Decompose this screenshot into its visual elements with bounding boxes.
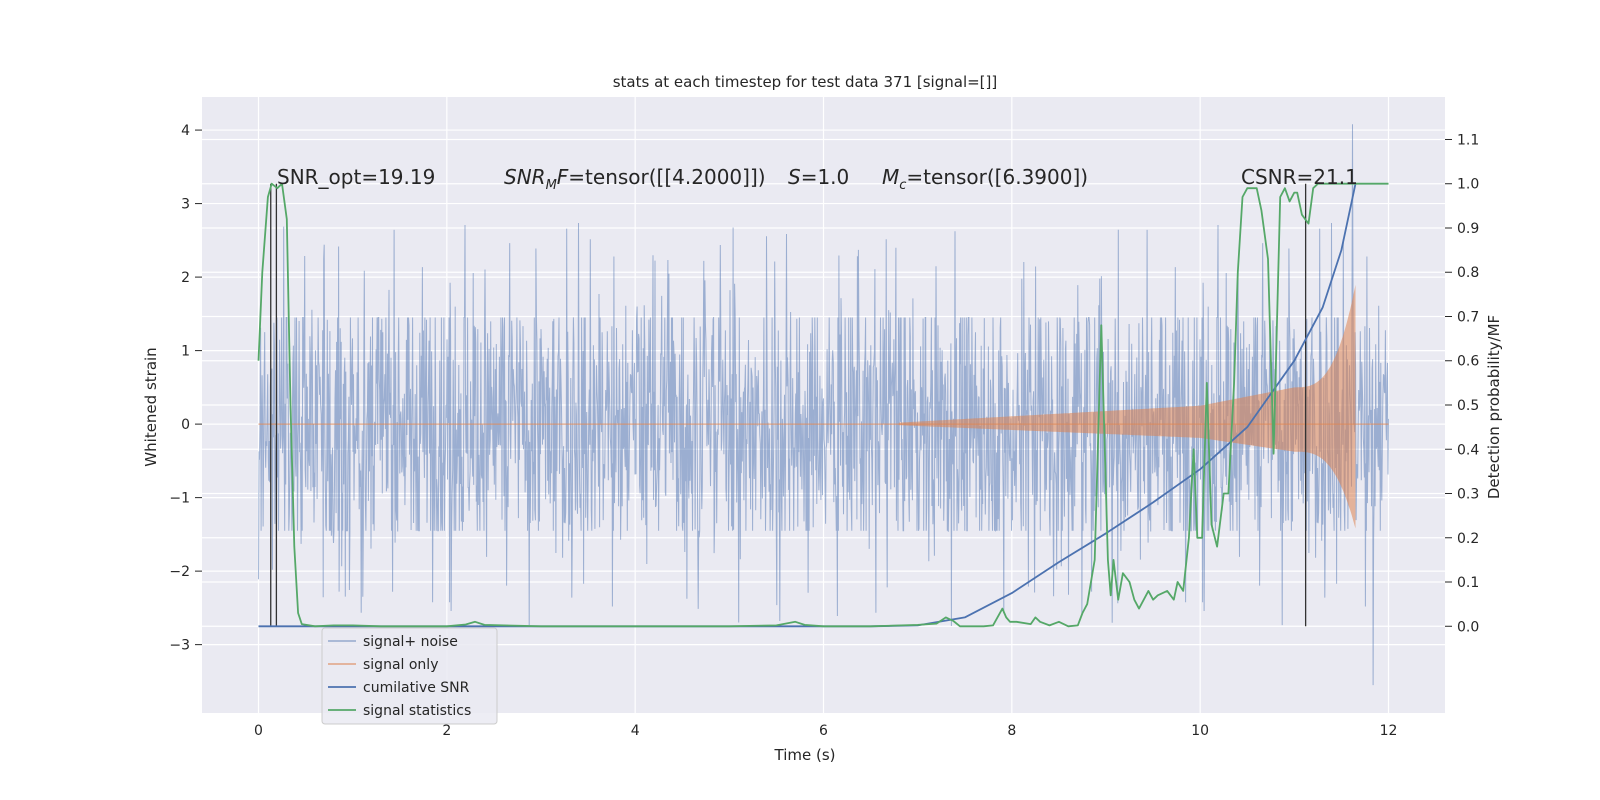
y2-tick-label: 0.7 xyxy=(1457,309,1479,325)
annotation-mc-label: M xyxy=(882,165,899,189)
x-tick-label: 2 xyxy=(442,723,451,739)
annotation-mc: Mc=tensor([6.3900]) xyxy=(882,165,1088,193)
x-tick-label: 0 xyxy=(254,723,263,739)
legend-label-signal-statistics: signal statistics xyxy=(363,703,471,719)
annotation-mc-sub: c xyxy=(899,178,906,193)
x-tick-label: 10 xyxy=(1191,723,1209,739)
legend-label-signal-only: signal only xyxy=(363,657,438,673)
signal-statistics-series xyxy=(257,182,1389,628)
y-tick-label: 3 xyxy=(181,197,190,213)
y2-tick-label: 0.0 xyxy=(1457,619,1479,635)
annotation-snr-mf-sub: M xyxy=(546,178,557,193)
y-tick-label: 2 xyxy=(181,270,190,286)
annotation-snr-mf: SNRMF=tensor([[4.2000]]) xyxy=(504,165,766,193)
legend-box xyxy=(321,627,498,725)
signal-only-series xyxy=(258,284,1389,529)
axis-ticks: 0 2 4 6 8 10 12−3−2−1012340.00.10.20.30.40.50.… xyxy=(169,123,1479,739)
y-tick-label: 1 xyxy=(181,344,190,360)
x-tick-label: 4 xyxy=(631,723,640,739)
y2-tick-label: 0.3 xyxy=(1457,487,1479,503)
x-tick-label: 8 xyxy=(1007,723,1016,739)
y-tick-label: −1 xyxy=(169,491,190,507)
y2-tick-label: 1.0 xyxy=(1457,177,1479,193)
signal-statistics-line xyxy=(257,182,1389,628)
legend: signal+ noise signal only cumilative SNR… xyxy=(321,627,498,725)
signal-only-envelope xyxy=(898,284,1356,529)
y2-tick-label: 1.1 xyxy=(1457,132,1479,148)
annotation-mc-value: =tensor([6.3900]) xyxy=(906,165,1088,189)
x-tick-label: 12 xyxy=(1380,723,1398,739)
y2-tick-label: 0.1 xyxy=(1457,575,1479,591)
signal-noise-line xyxy=(258,124,1389,686)
annotation-snr-opt: SNR_opt=19.19 xyxy=(277,165,435,189)
y-tick-label: −3 xyxy=(169,638,190,654)
y2-tick-label: 0.5 xyxy=(1457,398,1479,414)
y2-tick-label: 0.8 xyxy=(1457,265,1479,281)
legend-label-cumulative-snr: cumilative SNR xyxy=(363,680,470,696)
x-axis-label: Time (s) xyxy=(774,746,836,764)
vertical-markers xyxy=(270,183,1307,627)
y-axis-label: Whitened strain xyxy=(142,347,160,466)
chart-title: stats at each timestep for test data 371… xyxy=(613,73,998,91)
y2-tick-label: 0.9 xyxy=(1457,221,1479,237)
annotation-csnr: CSNR=21.1 xyxy=(1241,165,1358,189)
annotation-snr-mf-value: =tensor([[4.2000]]) xyxy=(568,165,765,189)
y2-axis-label: Detection probability/MF xyxy=(1485,315,1503,499)
y-tick-label: 0 xyxy=(181,417,190,433)
legend-label-signal-noise: signal+ noise xyxy=(363,634,458,650)
signal-noise-series xyxy=(258,124,1389,686)
y2-tick-label: 0.2 xyxy=(1457,531,1479,547)
annotation-s-label: S xyxy=(788,165,801,189)
annotation-snr-mf-label: SNR xyxy=(504,165,546,189)
x-tick-label: 6 xyxy=(819,723,828,739)
y-tick-label: 4 xyxy=(181,123,190,139)
y-tick-label: −2 xyxy=(169,564,190,580)
annotation-snr-mf-f: F xyxy=(557,165,569,189)
y2-tick-label: 0.4 xyxy=(1457,442,1479,458)
annotation-s-value: =1.0 xyxy=(801,165,850,189)
annotation-s: S=1.0 xyxy=(788,165,849,189)
y2-tick-label: 0.6 xyxy=(1457,354,1479,370)
